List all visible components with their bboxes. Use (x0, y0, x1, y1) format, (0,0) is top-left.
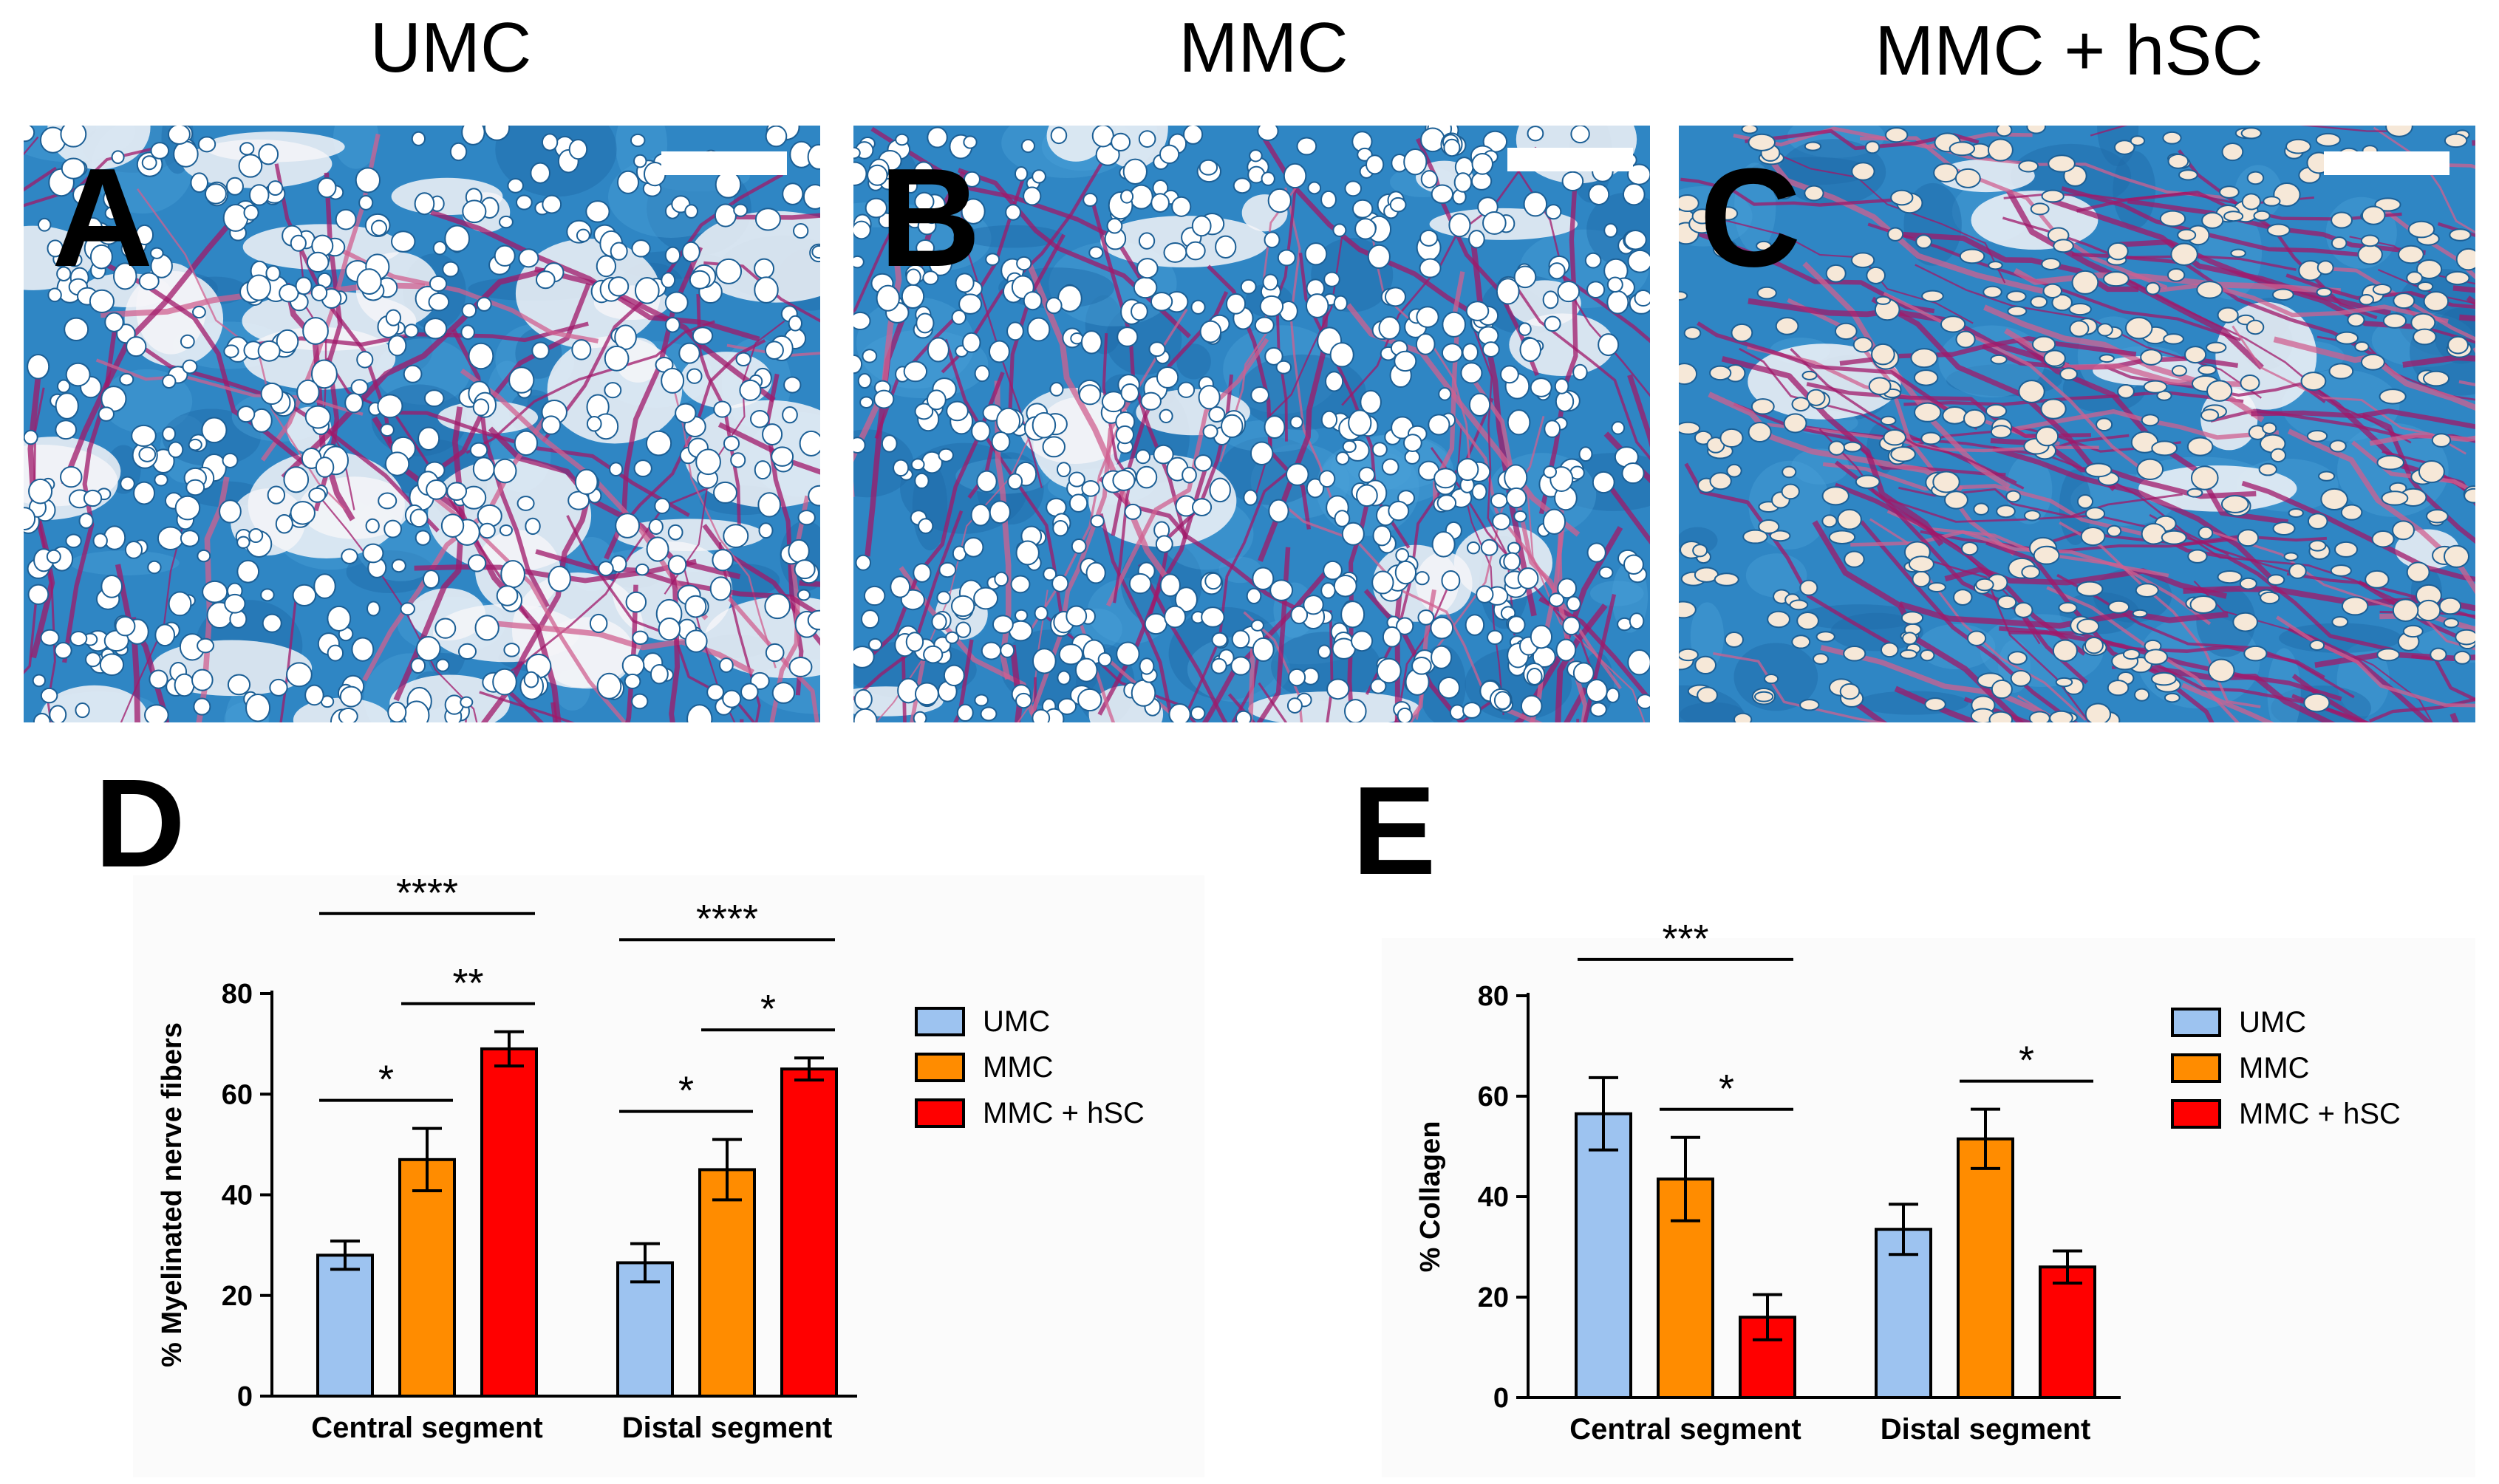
scale-bar-b (1507, 148, 1633, 171)
bar (698, 1168, 756, 1398)
tissue-texture (853, 126, 1650, 722)
legend-label: MMC (2239, 1052, 2310, 1084)
significance-label: * (760, 987, 776, 1031)
panel-label-b: B (879, 140, 981, 296)
legend-label: MMC + hSC (2239, 1098, 2401, 1130)
panel-label-e: E (1352, 761, 1436, 901)
y-tick-label: 0 (1493, 1383, 1509, 1414)
micrograph-c (1679, 126, 2475, 722)
significance-label: * (378, 1058, 394, 1102)
panel-label-a: A (52, 140, 154, 296)
micrograph-a (24, 126, 820, 722)
bar (616, 1261, 674, 1398)
x-tick-label: Central segment (311, 1412, 542, 1444)
micrograph-b (853, 126, 1650, 722)
legend-swatch (915, 1007, 965, 1036)
legend-label: MMC + hSC (983, 1097, 1145, 1129)
x-tick-label: Distal segment (622, 1412, 833, 1444)
legend-label: UMC (983, 1005, 1050, 1038)
bar (480, 1047, 538, 1398)
legend-swatch (2171, 1099, 2221, 1129)
y-tick-label: 40 (1478, 1182, 1509, 1213)
significance-label: * (678, 1069, 694, 1113)
legend-swatch (915, 1053, 965, 1082)
y-tick-label: 60 (1478, 1081, 1509, 1112)
significance-label: **** (396, 871, 458, 915)
bar (316, 1254, 374, 1398)
legend-swatch (2171, 1008, 2221, 1037)
y-tick-label: 40 (222, 1180, 253, 1211)
scale-bar-c (2324, 151, 2449, 175)
y-tick-label: 80 (222, 979, 253, 1010)
x-tick-label: Distal segment (1881, 1413, 2091, 1446)
column-title-umc: UMC (369, 8, 532, 87)
significance-label: * (2019, 1039, 2034, 1083)
significance-label: **** (696, 897, 758, 941)
bar (780, 1067, 838, 1398)
bar (1957, 1137, 2014, 1400)
bar (1575, 1112, 1632, 1400)
scale-bar-a (661, 151, 787, 175)
y-axis-label: % Myelinated nerve fibers (157, 1022, 188, 1367)
y-tick-label: 20 (222, 1281, 253, 1312)
legend-swatch (915, 1098, 965, 1128)
y-axis-label: % Collagen (1415, 1121, 1446, 1273)
y-tick-label: 60 (222, 1079, 253, 1110)
column-title-mmc: MMC (1179, 8, 1349, 87)
legend-label: MMC (983, 1051, 1054, 1084)
legend-swatch (2171, 1053, 2221, 1083)
panel-label-d: D (95, 753, 185, 894)
bar (398, 1158, 456, 1398)
column-title-mmc-hsc: MMC + hSC (1875, 11, 2263, 90)
tissue-texture (1679, 126, 2475, 722)
tissue-texture (24, 126, 820, 722)
bar (1875, 1228, 1932, 1399)
y-tick-label: 20 (1478, 1282, 1509, 1313)
significance-label: * (1719, 1067, 1734, 1111)
y-tick-label: 80 (1478, 981, 1509, 1012)
y-tick-label: 0 (237, 1381, 253, 1412)
panel-label-c: C (1699, 140, 1801, 296)
legend-label: UMC (2239, 1006, 2306, 1039)
significance-label: ** (452, 961, 483, 1005)
significance-label: *** (1662, 917, 1708, 961)
bar (2039, 1265, 2096, 1399)
x-tick-label: Central segment (1569, 1413, 1801, 1446)
